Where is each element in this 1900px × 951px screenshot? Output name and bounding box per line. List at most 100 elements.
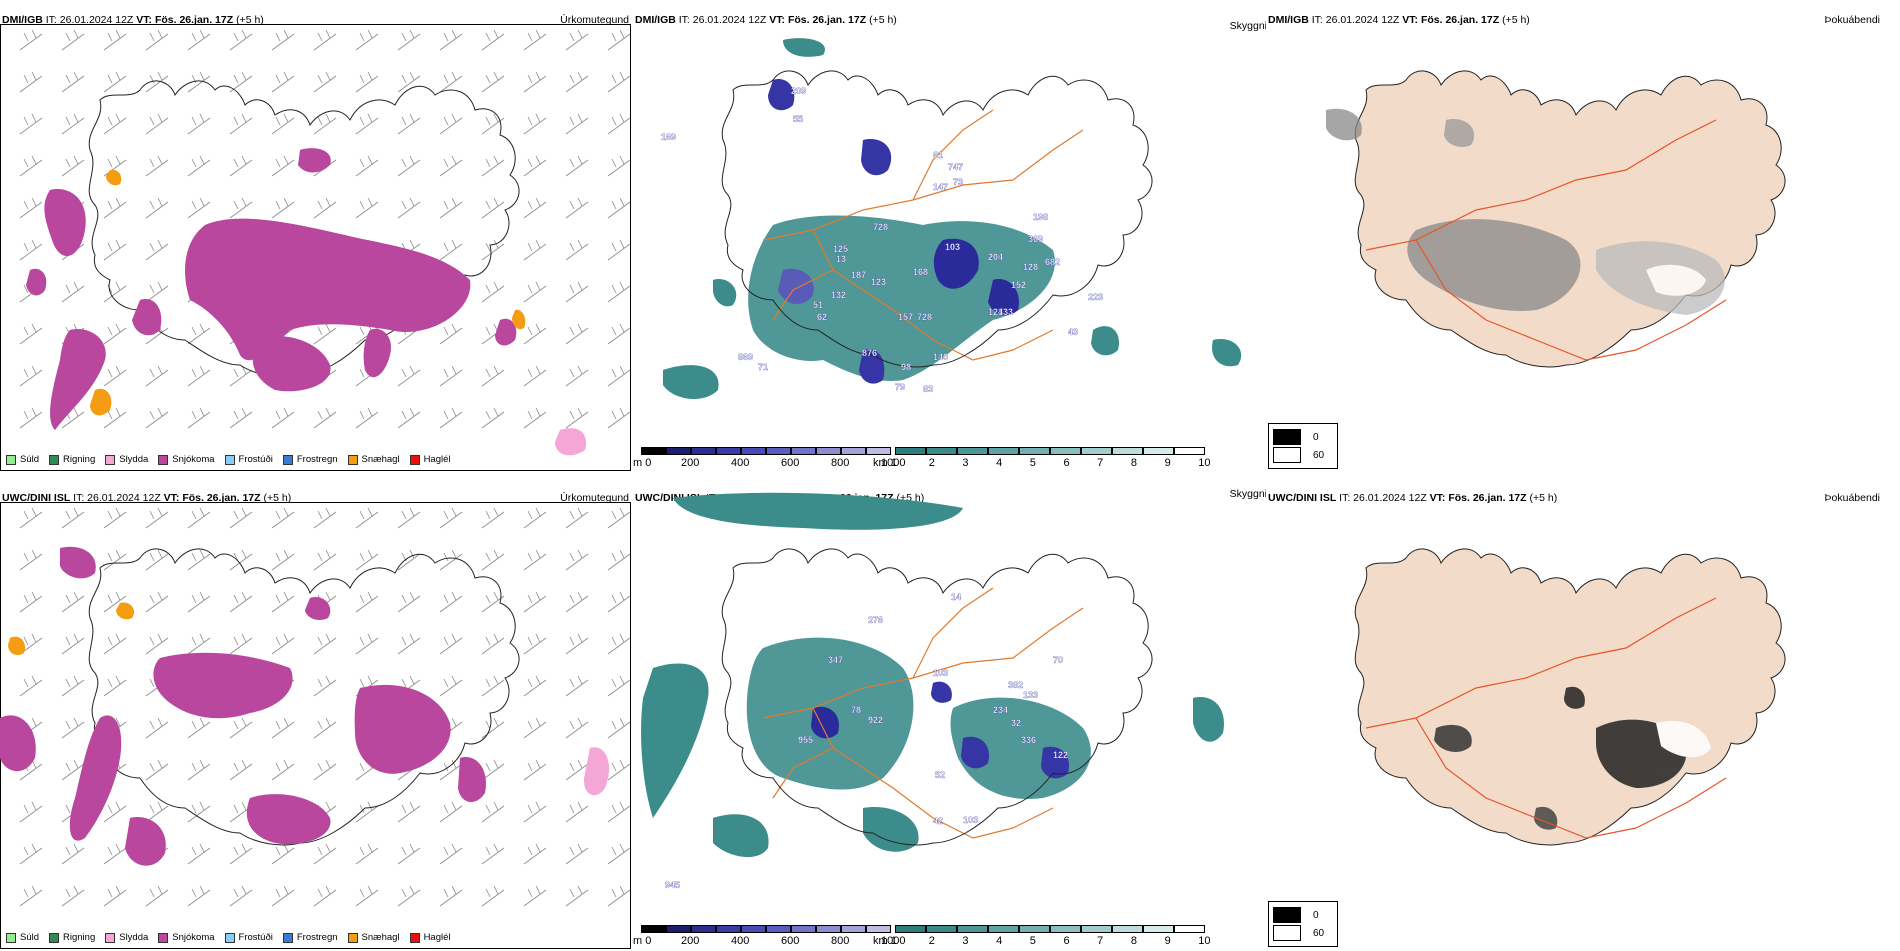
wind-barb (607, 71, 631, 93)
legend-item: Slydda (105, 932, 148, 943)
wind-barb (397, 549, 421, 571)
legend-item: Frostúði (224, 932, 273, 943)
wind-barb (187, 29, 211, 51)
visibility-value: 347 (828, 655, 843, 665)
colorbar-segment (666, 447, 691, 455)
visibility-value: 152 (1011, 280, 1026, 290)
lead-time: (+5 h) (263, 492, 292, 504)
wind-barb (397, 29, 421, 51)
panel-dmi-visibility: DMI/IGB IT: 26.01.2024 12Z VT: Fös. 26.j… (633, 10, 1266, 473)
wind-barb (439, 29, 463, 51)
fog-legend: 0 60 (1268, 901, 1338, 947)
colorbar-tick-label: 9 (1164, 457, 1171, 469)
wind-barb (271, 29, 295, 51)
vt-label: VT: (1402, 14, 1419, 26)
colorbar-tick-label: 400 (731, 457, 750, 469)
visibility-value: 103 (945, 242, 960, 252)
visibility-value: 369 (1028, 234, 1043, 244)
wind-barb (145, 407, 169, 429)
wind-barb (523, 155, 547, 177)
legend-label: Súld (20, 454, 40, 465)
colorbar-segment (841, 447, 866, 455)
wind-barb (481, 549, 505, 571)
wind-barb (19, 591, 43, 613)
model-name: DMI/IGB (1268, 14, 1309, 26)
colorbar-tick-label: 3 (962, 935, 969, 947)
precip-areas (26, 148, 586, 456)
wind-barb (187, 633, 211, 655)
visibility-colorbar: m 0 200 400 600 800 1000 km 1 2 3 4 5 6 7 8 9 10 (633, 445, 1266, 471)
legend-label: Snæhagl (361, 454, 400, 465)
legend-swatch (409, 454, 420, 465)
wind-barb (607, 675, 631, 697)
wind-barb (607, 633, 631, 655)
model-name: UWC/DINI ISL (2, 492, 71, 504)
panel-title: Skyggni (1229, 20, 1266, 32)
wind-barb (481, 239, 505, 261)
wind-barb (481, 507, 505, 529)
wind-barb (229, 633, 253, 655)
wind-barb (19, 323, 43, 345)
wind-barb (145, 885, 169, 907)
panel-uwc-fog: UWC/DINI ISL IT: 26.01.2024 12Z VT: Fös.… (1266, 488, 1900, 951)
visibility-value: 382 (1008, 680, 1023, 690)
init-time: IT: 26.01.2024 12Z (45, 14, 134, 26)
wind-barb (481, 885, 505, 907)
vt-label: VT: (1429, 492, 1446, 504)
wind-barb (607, 239, 631, 261)
colorbar-tick-label: 6 (1063, 935, 1070, 947)
colorbar-tick-label: 200 (681, 935, 700, 947)
wind-barb (271, 885, 295, 907)
colorbar-segment (741, 447, 766, 455)
visibility-value: 133 (1023, 690, 1038, 700)
wind-barb (313, 633, 337, 655)
wind-barb (439, 549, 463, 571)
road-network (762, 587, 1084, 839)
wind-barb (481, 843, 505, 865)
wind-barb (103, 591, 127, 613)
colorbar-tick-label: 600 (781, 457, 800, 469)
wind-barb (523, 633, 547, 655)
wind-barb (439, 507, 463, 529)
fog-legend-label: 0 (1313, 909, 1319, 921)
legend-label: Slydda (119, 932, 149, 943)
panel-title: Þokuábendi (1824, 14, 1880, 26)
wind-barb (523, 675, 547, 697)
wind-barb (145, 155, 169, 177)
colorbar-tick-label: 7 (1097, 457, 1104, 469)
colorbar-segment (957, 447, 988, 455)
visibility-value: 43 (1068, 327, 1078, 337)
wind-barb (313, 843, 337, 865)
colorbar-segment (866, 925, 891, 933)
wind-barb (397, 507, 421, 529)
wind-barb (355, 71, 379, 93)
wind-barb (313, 197, 337, 219)
wind-barb (229, 365, 253, 387)
init-time: IT: 26.01.2024 12Z (73, 492, 161, 504)
wind-barb (565, 29, 589, 51)
legend-swatch (49, 932, 60, 943)
colorbar-tick-label: 800 (831, 457, 850, 469)
legend-label: Frostregn (296, 932, 338, 943)
wind-barb (397, 197, 421, 219)
fog-legend-swatch (1273, 429, 1301, 445)
colorbar-tick-label: km 1 (873, 935, 897, 947)
legend-swatch (105, 454, 116, 465)
wind-barb (229, 507, 253, 529)
wind-barb (187, 507, 211, 529)
wind-barb (19, 407, 43, 429)
wind-barb (523, 71, 547, 93)
fog-legend-row: 0 (1273, 907, 1333, 923)
colorbar-tick-label: 2 (928, 935, 935, 947)
wind-barb (565, 507, 589, 529)
lead-time: (+5 h) (1529, 492, 1558, 504)
valid-time: Fös. 26.jan. 17Z (1420, 14, 1500, 26)
wind-barb (61, 113, 85, 135)
fog-legend: 0 60 (1268, 423, 1338, 469)
visibility-colorbar: m 0 200 400 600 800 1000 km 1 2 3 4 5 6 7 8 9 10 (633, 923, 1266, 949)
visibility-value: 168 (913, 267, 928, 277)
very-low-visibility-areas (811, 681, 1069, 779)
wind-barb (61, 71, 85, 93)
wind-barb (523, 239, 547, 261)
